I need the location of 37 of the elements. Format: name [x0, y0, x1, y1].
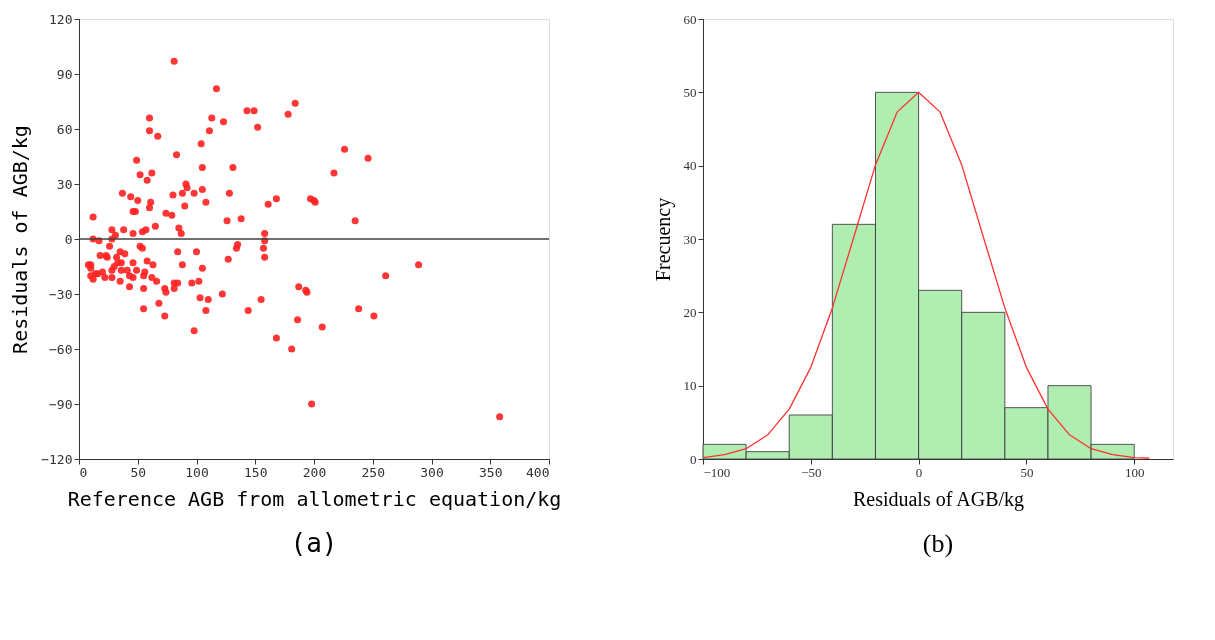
- y-tick-label: 0: [690, 451, 697, 467]
- y-tick-label: 120: [49, 11, 73, 27]
- x-tick-label: −50: [801, 464, 822, 480]
- x-tick-label: 0: [79, 464, 88, 480]
- x-tick-label: 150: [244, 464, 268, 480]
- y-tick-label: 60: [56, 121, 73, 137]
- text: (b): [922, 529, 954, 558]
- y-tick-label: 20: [683, 304, 697, 320]
- y-tick-label: −120: [41, 451, 73, 467]
- y-tick-label: −90: [49, 396, 73, 412]
- x-tick-label: 350: [479, 464, 503, 480]
- x-tick-label: 400: [526, 464, 550, 480]
- x-tick-label: 100: [185, 464, 209, 480]
- line-series: [703, 91, 1150, 459]
- y-tick-label: 40: [683, 158, 697, 174]
- text: (a): [290, 528, 338, 558]
- y-tick-label: 50: [683, 84, 697, 100]
- y-tick-label: 30: [683, 231, 697, 247]
- y-tick-label: −30: [49, 286, 73, 302]
- y-tick-label: 0: [64, 231, 73, 247]
- y-axis-title: Residuals of AGB/kg: [8, 125, 33, 354]
- x-tick-label: 50: [130, 464, 147, 480]
- x-axis-title: Residuals of AGB/kg: [852, 487, 1025, 511]
- x-tick-label: −100: [703, 464, 731, 480]
- y-tick-label: 10: [683, 378, 697, 394]
- y-tick-label: 30: [56, 176, 73, 192]
- x-tick-label: 300: [420, 464, 444, 480]
- x-tick-label: 200: [302, 464, 327, 480]
- x-tick-label: 100: [1124, 464, 1145, 480]
- x-tick-label: 0: [915, 464, 923, 480]
- y-tick-label: 90: [56, 66, 73, 82]
- x-tick-label: 250: [361, 464, 385, 480]
- y-axis-title: Frecuency: [651, 197, 675, 282]
- x-tick-label: 50: [1020, 464, 1034, 480]
- y-tick-label: −60: [49, 341, 73, 357]
- x-axis-title: Reference AGB from allometric equation/kg: [67, 486, 562, 511]
- y-tick-label: 60: [683, 11, 697, 27]
